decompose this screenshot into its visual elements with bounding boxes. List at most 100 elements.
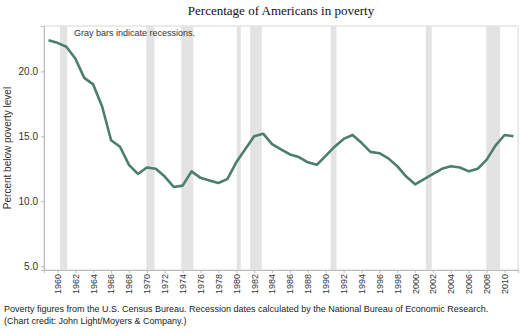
x-tick-label: 1998	[393, 274, 403, 294]
x-tick-mark	[93, 270, 94, 273]
x-tick-label: 1964	[89, 274, 99, 294]
x-tick-mark	[469, 270, 470, 273]
y-tick-mark	[41, 266, 44, 267]
y-tick: 15.0	[19, 131, 44, 142]
y-tick-label: 15.0	[19, 131, 39, 142]
plot-frame	[44, 26, 518, 270]
x-tick-label: 1970	[142, 274, 152, 294]
chart-title: Percentage of Americans in poverty	[188, 3, 375, 18]
x-tick-mark	[505, 270, 506, 273]
x-tick-mark	[165, 270, 166, 273]
x-tick-mark	[272, 270, 273, 273]
x-tick-mark	[183, 270, 184, 273]
x-tick: 1984	[267, 270, 277, 294]
y-tick: 5.0	[24, 261, 44, 272]
y-tick: 20.0	[19, 66, 44, 77]
x-tick-label: 2010	[500, 274, 510, 294]
x-tick: 1966	[106, 270, 116, 294]
x-tick-label: 1972	[160, 274, 170, 294]
x-tick-mark	[111, 270, 112, 273]
x-tick: 1976	[196, 270, 206, 294]
recession-bar	[181, 26, 193, 270]
x-tick: 1974	[178, 270, 188, 294]
recession-bar	[426, 26, 432, 270]
x-tick-label: 1992	[339, 274, 349, 294]
x-tick: 2002	[428, 270, 438, 294]
x-tick-label: 1984	[267, 274, 277, 294]
x-tick: 1960	[53, 270, 63, 294]
x-tick-label: 1980	[232, 274, 242, 294]
x-tick-mark	[57, 270, 58, 273]
x-tick-label: 1990	[321, 274, 331, 294]
x-tick-label: 1982	[250, 274, 260, 294]
x-tick-mark	[236, 270, 237, 273]
x-tick-mark	[75, 270, 76, 273]
x-tick: 1998	[393, 270, 403, 294]
x-tick: 2000	[411, 270, 421, 294]
poverty-line	[48, 40, 513, 187]
x-tick: 1982	[250, 270, 260, 294]
y-tick-mark	[41, 136, 44, 137]
x-tick-mark	[379, 270, 380, 273]
y-axis-line	[41, 27, 45, 271]
x-tick-label: 2000	[411, 274, 421, 294]
recession-bar	[60, 26, 67, 270]
y-tick-label: 20.0	[19, 66, 39, 77]
x-tick-label: 2002	[428, 274, 438, 294]
chart: 5.010.015.020.01960196219641966196819701…	[0, 0, 525, 333]
x-tick: 1986	[285, 270, 295, 294]
x-tick-label: 1960	[53, 274, 63, 294]
x-tick: 2008	[482, 270, 492, 294]
x-tick: 1988	[303, 270, 313, 294]
x-tick: 1992	[339, 270, 349, 294]
y-tick-label: 5.0	[24, 261, 38, 272]
y-tick-label: 10.0	[19, 196, 39, 207]
recession-bar	[250, 26, 262, 270]
x-tick-label: 1962	[71, 274, 81, 294]
y-tick: 10.0	[19, 196, 44, 207]
x-tick-mark	[433, 270, 434, 273]
y-axis-title: Percent below poverty level	[2, 87, 13, 209]
x-tick: 2004	[446, 270, 456, 294]
x-tick-mark	[290, 270, 291, 273]
annotation: Gray bars indicate recessions.	[74, 28, 195, 38]
x-tick: 1994	[357, 270, 367, 294]
x-tick: 1980	[232, 270, 242, 294]
recession-bar	[237, 26, 241, 270]
x-tick-label: 2006	[464, 274, 474, 294]
x-tick-label: 1978	[214, 274, 224, 294]
x-tick-label: 1966	[106, 274, 116, 294]
x-tick-label: 2008	[482, 274, 492, 294]
x-tick-mark	[326, 270, 327, 273]
credit-note: (Chart credit: John Light/Moyers & Compa…	[4, 316, 186, 326]
x-tick: 1972	[160, 270, 170, 294]
recession-bar	[146, 26, 154, 270]
x-axis: 1960 1962 1964 1966 1968 1970 1972 1974 1976 1978…	[45, 270, 519, 294]
x-tick: 2010	[500, 270, 510, 294]
x-tick-label: 1996	[375, 274, 385, 294]
x-tick-mark	[254, 270, 255, 273]
x-tick-mark	[308, 270, 309, 273]
x-tick-mark	[218, 270, 219, 273]
x-tick-label: 1974	[178, 274, 188, 294]
x-tick-mark	[147, 270, 148, 273]
x-axis-line	[45, 271, 519, 274]
x-tick: 2006	[464, 270, 474, 294]
x-tick: 1990	[321, 270, 331, 294]
x-tick-mark	[415, 270, 416, 273]
x-tick-mark	[487, 270, 488, 273]
source-note: Poverty figures from the U.S. Census Bur…	[4, 304, 488, 314]
x-tick-mark	[361, 270, 362, 273]
x-tick: 1996	[375, 270, 385, 294]
x-tick-mark	[201, 270, 202, 273]
y-tick-mark	[41, 71, 44, 72]
x-tick: 1964	[89, 270, 99, 294]
x-tick: 1968	[124, 270, 134, 294]
x-tick: 1978	[214, 270, 224, 294]
x-tick-label: 1988	[303, 274, 313, 294]
plot-area	[48, 26, 513, 270]
x-tick-mark	[344, 270, 345, 273]
y-tick-mark	[41, 201, 44, 202]
y-axis: 5.0 10.0 15.0 20.0	[19, 27, 45, 272]
x-tick-mark	[451, 270, 452, 273]
